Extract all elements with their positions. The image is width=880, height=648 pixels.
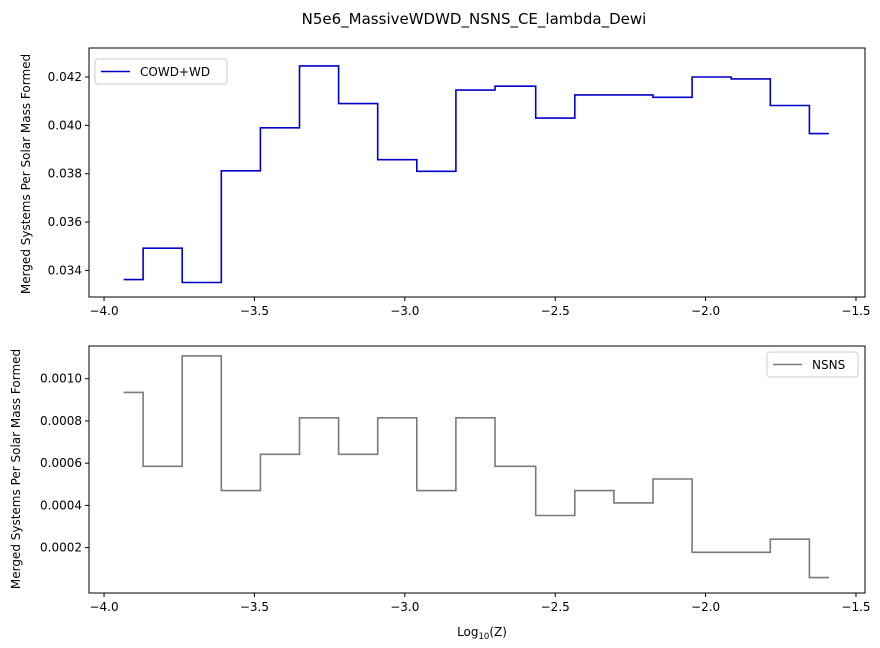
x-tick-label: −3.0: [390, 304, 419, 318]
figure-title: N5e6_MassiveWDWD_NSNS_CE_lambda_Dewi: [302, 10, 647, 29]
x-tick-label: −1.5: [841, 304, 870, 318]
top-legend: COWD+WD: [94, 58, 228, 85]
x-tick-label: −2.0: [691, 600, 720, 614]
bottom-panel: Merged Systems Per Solar Mass Formed −4.…: [9, 345, 871, 642]
y-tick-label: 0.036: [48, 215, 82, 229]
y-tick-label: 0.034: [48, 263, 82, 277]
x-tick-label: −2.0: [691, 304, 720, 318]
y-tick-label: 0.038: [48, 167, 82, 181]
x-tick-label: −3.5: [240, 600, 269, 614]
top-panel: Merged Systems Per Solar Mass Formed −4.…: [19, 47, 871, 318]
y-tick-label: 0.0006: [40, 456, 82, 470]
series-line-nsns: [123, 355, 829, 579]
series-line-cowd-wd: [123, 65, 829, 284]
y-tick-label: 0.040: [48, 118, 82, 132]
bottom-legend: NSNS: [766, 351, 859, 378]
y-tick-label: 0.0004: [40, 498, 82, 512]
legend-frame: [766, 351, 859, 378]
x-tick-label: −4.0: [89, 600, 118, 614]
bottom-plot-frame: [88, 345, 866, 594]
x-tick-label: −2.5: [541, 600, 570, 614]
x-tick-label: −2.5: [541, 304, 570, 318]
x-tick-label: −1.5: [841, 600, 870, 614]
legend-frame: [94, 58, 228, 85]
y-tick-label: 0.0008: [40, 414, 82, 428]
y-tick-label: 0.0010: [40, 372, 82, 386]
y-tick-label: 0.042: [48, 70, 82, 84]
x-axis-label: Log10(Z): [457, 625, 507, 642]
bottom-y-axis-label: Merged Systems Per Solar Mass Formed: [9, 349, 23, 589]
x-tick-label: −3.5: [240, 304, 269, 318]
x-tick-label: −4.0: [89, 304, 118, 318]
legend-label-nsns: NSNS: [812, 358, 845, 372]
bottom-axes: −4.0 −3.5 −3.0 −2.5 −2.0 −1.5 0.0002 0.0004 0.00…: [40, 372, 871, 614]
top-plot-frame: [88, 47, 866, 298]
y-tick-label: 0.0002: [40, 541, 82, 555]
legend-label-cowd-wd: COWD+WD: [140, 65, 210, 79]
x-tick-label: −3.0: [390, 600, 419, 614]
top-y-axis-label: Merged Systems Per Solar Mass Formed: [19, 54, 33, 294]
top-axes: −4.0 −3.5 −3.0 −2.5 −2.0 −1.5 0.034 0.036 0.038 0…: [48, 70, 871, 318]
